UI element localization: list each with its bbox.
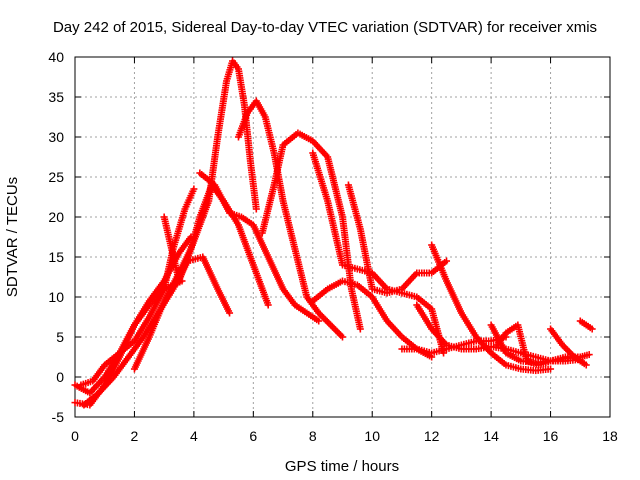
data-point bbox=[339, 333, 346, 341]
series-arc-2 bbox=[71, 233, 195, 397]
x-tick-label: 12 bbox=[424, 428, 440, 444]
chart-title: Day 242 of 2015, Sidereal Day-to-day VTE… bbox=[53, 19, 597, 36]
x-axis: 0 2 4 6 8 10 12 14 16 18 bbox=[71, 57, 618, 444]
y-tick-label: 10 bbox=[48, 289, 64, 305]
series-arc-14 bbox=[428, 241, 555, 375]
series-arc-7 bbox=[196, 169, 323, 325]
series-arc-8 bbox=[234, 97, 346, 341]
x-tick-label: 8 bbox=[309, 428, 317, 444]
series-arc-19 bbox=[576, 317, 596, 333]
series-layer bbox=[71, 57, 596, 409]
data-point bbox=[588, 325, 596, 333]
series-arc-11 bbox=[344, 181, 451, 297]
y-tick-label: 30 bbox=[48, 129, 64, 145]
y-tick-label: 15 bbox=[48, 249, 64, 265]
x-tick-label: 18 bbox=[602, 428, 618, 444]
data-point bbox=[443, 257, 451, 265]
data-point bbox=[226, 309, 234, 317]
data-point bbox=[264, 301, 272, 309]
y-tick-label: 20 bbox=[48, 209, 64, 225]
x-axis-label: GPS time / hours bbox=[285, 458, 399, 475]
x-tick-label: 10 bbox=[364, 428, 380, 444]
y-axis-label: SDTVAR / TECUs bbox=[4, 177, 21, 297]
y-tick-label: -5 bbox=[52, 409, 65, 425]
series-arc-6 bbox=[130, 181, 272, 373]
x-tick-label: 14 bbox=[483, 428, 499, 444]
data-point bbox=[315, 317, 323, 325]
series-arc-9 bbox=[258, 129, 364, 333]
x-tick-label: 2 bbox=[131, 428, 139, 444]
y-tick-label: 35 bbox=[48, 89, 64, 105]
series-arc-4 bbox=[77, 277, 186, 389]
x-tick-label: 4 bbox=[190, 428, 198, 444]
y-tick-label: 40 bbox=[48, 49, 64, 65]
series-arc-18 bbox=[547, 325, 590, 369]
data-point bbox=[582, 361, 590, 369]
y-axis: -5 0 5 10 15 20 25 30 35 40 bbox=[48, 49, 610, 425]
x-tick-label: 16 bbox=[543, 428, 559, 444]
y-tick-label: 25 bbox=[48, 169, 64, 185]
x-tick-label: 0 bbox=[71, 428, 79, 444]
data-point bbox=[190, 185, 198, 193]
plot-frame bbox=[74, 56, 611, 418]
data-point bbox=[547, 365, 555, 373]
series-arc-3 bbox=[80, 253, 234, 409]
y-tick-label: 5 bbox=[56, 329, 64, 345]
y-tick-label: 0 bbox=[56, 369, 64, 385]
data-point bbox=[252, 205, 260, 213]
series-arc-5 bbox=[160, 57, 260, 285]
data-point bbox=[585, 351, 593, 359]
data-point bbox=[356, 325, 364, 333]
x-tick-label: 6 bbox=[249, 428, 257, 444]
